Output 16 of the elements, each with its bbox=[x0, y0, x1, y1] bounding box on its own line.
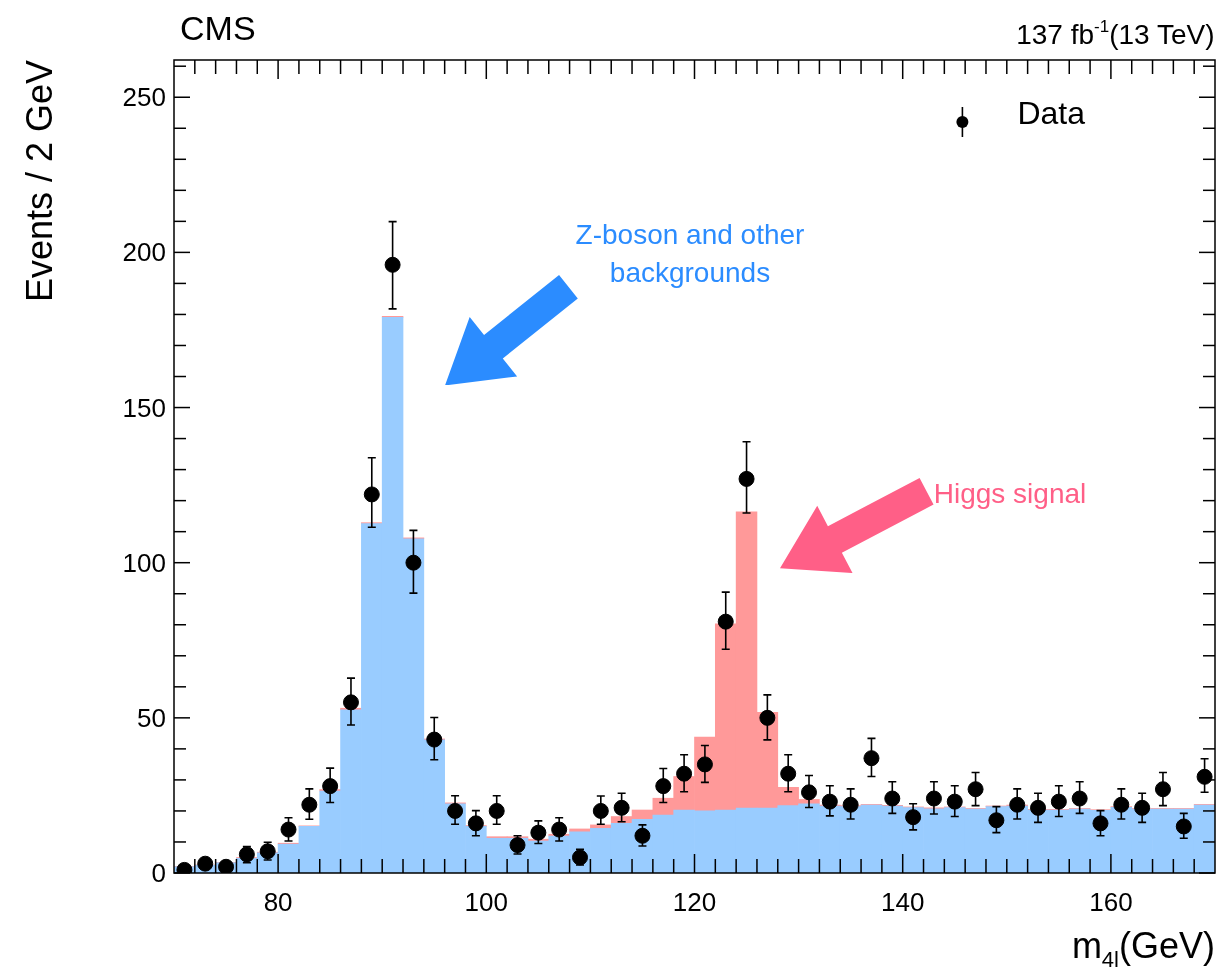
y-tick-label: 0 bbox=[151, 858, 166, 888]
legend-label: Data bbox=[1017, 94, 1086, 131]
y-tick-label: 150 bbox=[122, 392, 166, 423]
chart-title: CMS bbox=[180, 9, 256, 47]
y-tick-label: 250 bbox=[122, 82, 166, 113]
annotation: Z-boson and other backgrounds bbox=[575, 218, 805, 288]
x-tick-label: 120 bbox=[672, 887, 717, 917]
x-tick-label: 160 bbox=[1089, 887, 1133, 917]
annotation: Higgs signal bbox=[933, 477, 1087, 509]
y-tick-label: 100 bbox=[122, 547, 166, 578]
y-tick-label: 50 bbox=[137, 702, 166, 733]
y-axis-title: Events / 2 GeV bbox=[19, 60, 60, 303]
x-tick-label: 100 bbox=[464, 887, 508, 917]
x-tick-label: 140 bbox=[881, 887, 925, 917]
x-tick-label: 80 bbox=[263, 887, 293, 917]
y-tick-label: 200 bbox=[122, 237, 166, 268]
